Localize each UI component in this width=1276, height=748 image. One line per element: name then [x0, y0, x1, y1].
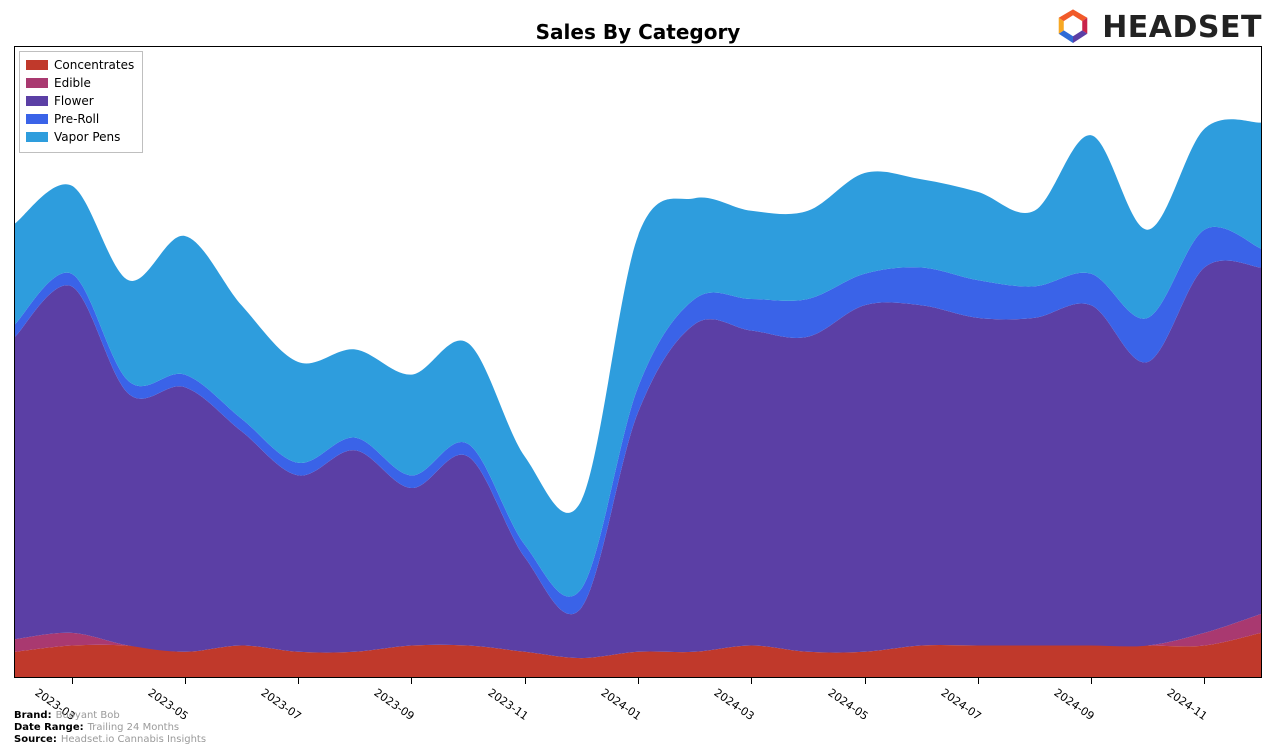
footer-brand-label: Brand: [14, 710, 52, 722]
xtick-mark [1204, 678, 1205, 684]
xtick-label: 2024-09 [1052, 686, 1097, 723]
xtick-label: 2023-11 [485, 686, 530, 723]
xtick-label: 2024-05 [825, 686, 870, 723]
xtick-label: 2024-01 [599, 686, 644, 723]
xtick-label: 2024-03 [712, 686, 757, 723]
chart-title: Sales By Category [536, 20, 741, 44]
xtick-mark [638, 678, 639, 684]
legend-label: Edible [54, 74, 91, 92]
xtick-mark [865, 678, 866, 684]
xtick-label: 2024-07 [938, 686, 983, 723]
legend-item-edible: Edible [26, 74, 134, 92]
xtick-mark [72, 678, 73, 684]
footer-brand-value: Buoyant Bob [56, 710, 120, 722]
footer-meta: Brand: Buoyant Bob Date Range: Trailing … [14, 710, 206, 746]
legend-swatch [26, 114, 48, 124]
page: HEADSET Sales By Category ConcentratesEd… [0, 0, 1276, 748]
legend-swatch [26, 60, 48, 70]
stacked-area-plot [15, 47, 1261, 677]
chart-frame: ConcentratesEdibleFlowerPre-RollVapor Pe… [14, 46, 1262, 678]
legend-label: Vapor Pens [54, 128, 120, 146]
footer-source-value: Headset.io Cannabis Insights [61, 734, 206, 746]
legend-swatch [26, 96, 48, 106]
title-area: Sales By Category [0, 20, 1276, 44]
legend-label: Flower [54, 92, 94, 110]
xtick-mark [185, 678, 186, 684]
xtick-mark [751, 678, 752, 684]
xtick-label: 2024-11 [1165, 686, 1210, 723]
footer-date-range: Date Range: Trailing 24 Months [14, 722, 206, 734]
legend-item-concentrates: Concentrates [26, 56, 134, 74]
xtick-label: 2023-07 [259, 686, 304, 723]
xtick-mark [411, 678, 412, 684]
legend-item-vapor-pens: Vapor Pens [26, 128, 134, 146]
xtick-mark [1091, 678, 1092, 684]
xtick-label: 2023-09 [372, 686, 417, 723]
footer-date-range-value: Trailing 24 Months [88, 722, 180, 734]
xtick-mark [298, 678, 299, 684]
legend: ConcentratesEdibleFlowerPre-RollVapor Pe… [19, 51, 143, 153]
legend-item-pre-roll: Pre-Roll [26, 110, 134, 128]
legend-swatch [26, 78, 48, 88]
legend-item-flower: Flower [26, 92, 134, 110]
xtick-mark [978, 678, 979, 684]
footer-source-label: Source: [14, 734, 57, 746]
legend-label: Concentrates [54, 56, 134, 74]
legend-label: Pre-Roll [54, 110, 99, 128]
xtick-mark [525, 678, 526, 684]
footer-source: Source: Headset.io Cannabis Insights [14, 734, 206, 746]
footer-brand: Brand: Buoyant Bob [14, 710, 206, 722]
legend-swatch [26, 132, 48, 142]
footer-date-range-label: Date Range: [14, 722, 84, 734]
